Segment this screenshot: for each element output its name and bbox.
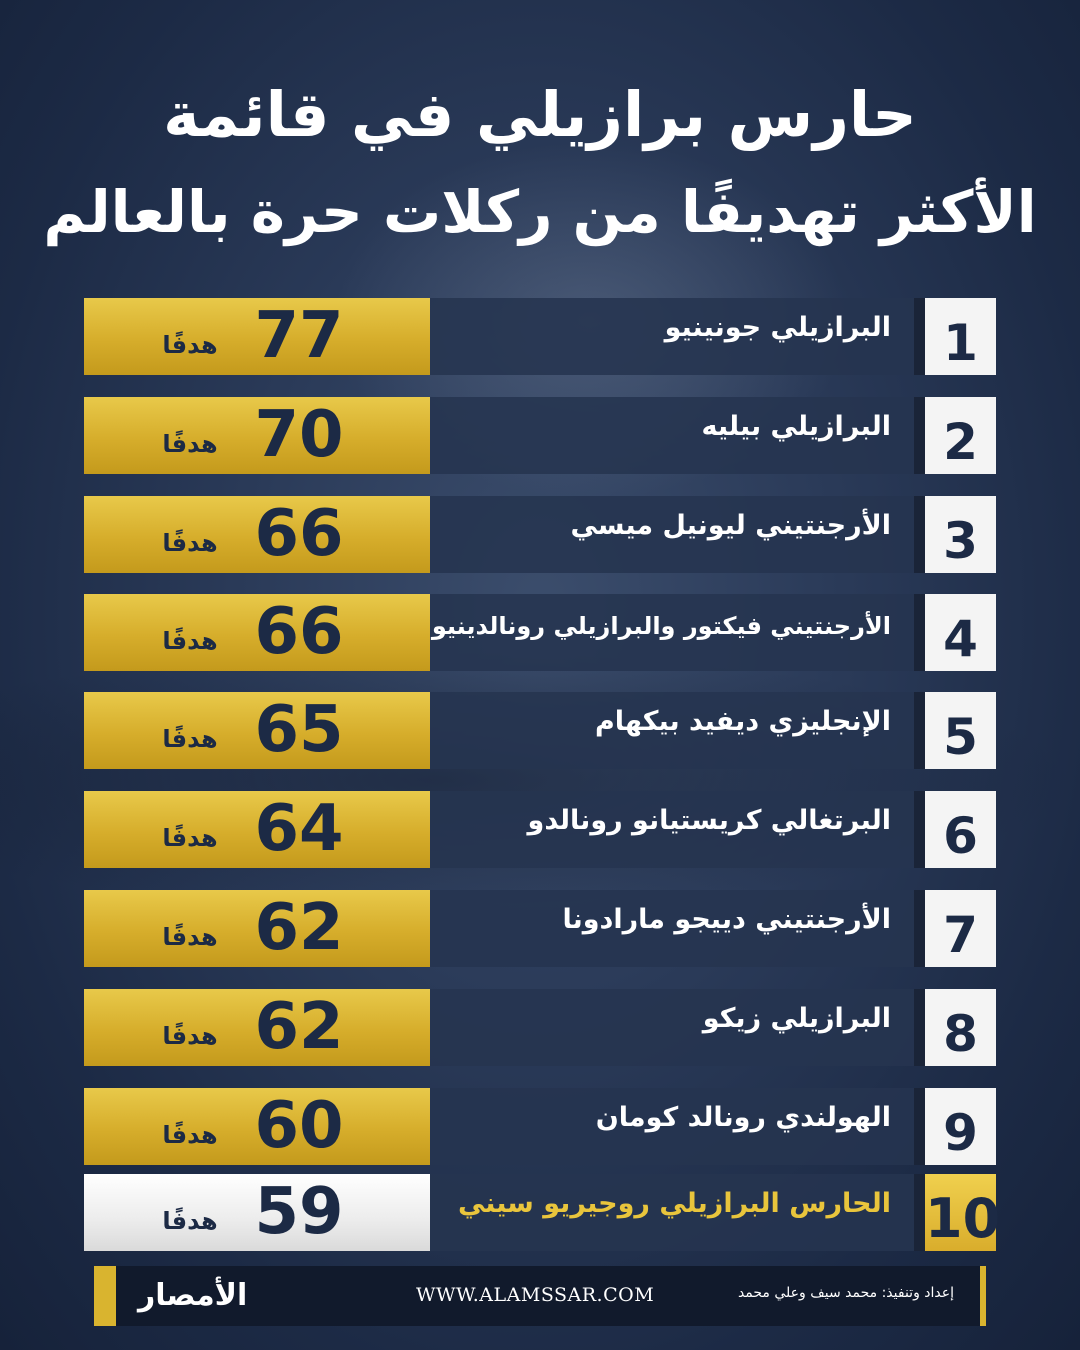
goals-unit: هدفًا: [162, 1121, 218, 1149]
ranking-row: 62 هدفًا الأرجنتيني دييجو مارادونا 7: [84, 890, 996, 967]
rank-number: 6: [925, 791, 996, 868]
goals-unit: هدفًا: [162, 627, 218, 655]
ranking-row: 66 هدفًا الأرجنتيني ليونيل ميسي 3: [84, 496, 996, 573]
website-url: WWW.ALAMSSAR.COM: [416, 1284, 655, 1306]
goals-value: 66: [254, 595, 344, 669]
player-name: الأرجنتيني دييجو مارادونا: [562, 904, 891, 935]
name-bar: [430, 397, 925, 474]
rank-number: 8: [925, 989, 996, 1066]
player-name: الحارس البرازيلي روجيريو سيني: [457, 1188, 891, 1219]
goals-value: 70: [254, 398, 344, 472]
goals-unit: هدفًا: [162, 331, 218, 359]
background-shadow: [0, 650, 1080, 910]
score-bar: 66 هدفًا: [84, 496, 430, 573]
rank-number: 5: [925, 692, 996, 769]
name-bar: [430, 692, 925, 769]
goals-unit: هدفًا: [162, 824, 218, 852]
ranking-row: 66 هدفًا الأرجنتيني فيكتور والبرازيلي رو…: [84, 594, 996, 671]
ranking-row-highlighted: 59 هدفًا الحارس البرازيلي روجيريو سيني 1…: [84, 1174, 1000, 1251]
player-name: الأرجنتيني فيكتور والبرازيلي رونالدينيو: [431, 612, 891, 640]
name-bar: [430, 791, 925, 868]
goals-value: 65: [254, 693, 344, 767]
name-bar: [430, 594, 925, 671]
footer-bar: إعداد وتنفيذ: محمد سيف وعلي محمد WWW.ALA…: [94, 1266, 986, 1326]
title-line-2: الأكثر تهديفًا من ركلات حرة بالعالم: [43, 178, 1037, 246]
title-line-1: حارس برازيلي في قائمة: [163, 78, 917, 151]
goals-unit: هدفًا: [162, 923, 218, 951]
goals-unit: هدفًا: [162, 1022, 218, 1050]
brand-logo: الأمصار: [138, 1272, 247, 1318]
logo-text: الأمصار: [138, 1277, 248, 1313]
ranking-row: 62 هدفًا البرازيلي زيكو 8: [84, 989, 996, 1066]
goals-value: 64: [254, 792, 344, 866]
goals-value: 60: [254, 1089, 344, 1163]
goals-value: 59: [254, 1175, 344, 1249]
score-bar: 77 هدفًا: [84, 298, 430, 375]
score-bar: 64 هدفًا: [84, 791, 430, 868]
rank-number: 1: [925, 298, 996, 375]
name-bar: [430, 989, 925, 1066]
score-bar: 70 هدفًا: [84, 397, 430, 474]
player-name: البرازيلي بيليه: [701, 411, 891, 442]
score-bar: 60 هدفًا: [84, 1088, 430, 1165]
ranking-row: 64 هدفًا البرتغالي كريستيانو رونالدو 6: [84, 791, 996, 868]
player-name: الأرجنتيني ليونيل ميسي: [570, 510, 891, 541]
rank-number: 3: [925, 496, 996, 573]
player-name: الهولندي رونالد كومان: [595, 1102, 891, 1133]
player-name: البرازيلي زيكو: [702, 1003, 891, 1034]
rank-number: 4: [925, 594, 996, 671]
score-bar: 62 هدفًا: [84, 989, 430, 1066]
score-bar: 59 هدفًا: [84, 1174, 430, 1251]
name-bar: [430, 890, 925, 967]
name-bar: [430, 298, 925, 375]
goals-unit: هدفًا: [162, 529, 218, 557]
goals-value: 62: [254, 990, 344, 1064]
goals-unit: هدفًا: [162, 430, 218, 458]
goals-unit: هدفًا: [162, 725, 218, 753]
rank-number: 10: [925, 1174, 1000, 1251]
score-bar: 66 هدفًا: [84, 594, 430, 671]
score-bar: 62 هدفًا: [84, 890, 430, 967]
goals-value: 66: [254, 497, 344, 571]
goals-value: 62: [254, 891, 344, 965]
name-bar: [430, 1174, 925, 1251]
ranking-row: 77 هدفًا البرازيلي جونينيو 1: [84, 298, 996, 375]
rank-number: 7: [925, 890, 996, 967]
score-bar: 65 هدفًا: [84, 692, 430, 769]
ranking-row: 70 هدفًا البرازيلي بيليه 2: [84, 397, 996, 474]
player-name: البرتغالي كريستيانو رونالدو: [527, 805, 891, 836]
ranking-row: 60 هدفًا الهولندي رونالد كومان 9: [84, 1088, 996, 1165]
rank-number: 2: [925, 397, 996, 474]
goals-value: 77: [254, 299, 344, 373]
rank-number: 9: [925, 1088, 996, 1165]
name-bar: [430, 1088, 925, 1165]
player-name: الإنجليزي ديفيد بيكهام: [595, 706, 891, 737]
player-name: البرازيلي جونينيو: [664, 312, 891, 343]
ranking-row: 65 هدفًا الإنجليزي ديفيد بيكهام 5: [84, 692, 996, 769]
credit-text: إعداد وتنفيذ: محمد سيف وعلي محمد: [737, 1285, 954, 1301]
goals-unit: هدفًا: [162, 1207, 218, 1235]
name-bar: [430, 496, 925, 573]
